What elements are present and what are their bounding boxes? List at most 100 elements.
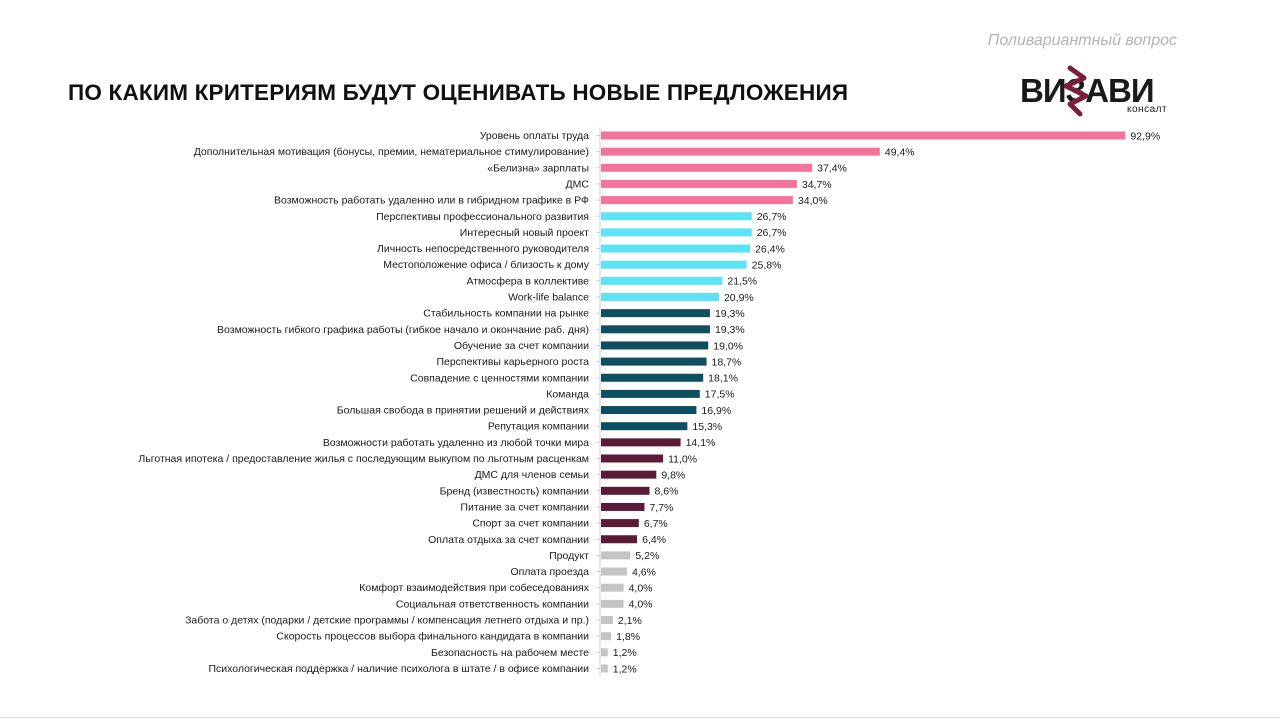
bar	[601, 583, 624, 592]
bar	[601, 163, 813, 172]
bar	[601, 599, 624, 608]
question-type-label: Поливариантный вопрос	[987, 32, 1177, 49]
value-label: 2,1%	[618, 615, 642, 627]
bar	[601, 260, 747, 269]
value-label: 9,8%	[661, 469, 685, 481]
value-label: 18,1%	[708, 373, 738, 385]
bar	[601, 389, 700, 398]
value-label: 25,8%	[752, 260, 782, 272]
bottom-divider	[0, 717, 1280, 718]
value-label: 4,6%	[632, 566, 656, 578]
value-label: 92,9%	[1130, 130, 1160, 142]
value-label: 1,8%	[616, 631, 640, 643]
bar	[601, 632, 612, 641]
category-label: Оплата проезда	[510, 566, 589, 578]
value-label: 6,4%	[642, 534, 666, 546]
bar	[601, 406, 697, 415]
value-label: 1,2%	[613, 663, 637, 675]
category-label: Продукт	[549, 550, 589, 562]
value-label: 37,4%	[817, 163, 847, 175]
category-label: Обучение за счет компании	[454, 340, 589, 352]
value-label: 26,7%	[757, 227, 787, 239]
value-label: 15,3%	[692, 421, 722, 433]
category-label: Уровень оплаты труда	[480, 130, 589, 142]
bar	[601, 147, 880, 156]
bar	[601, 341, 709, 350]
value-label: 7,7%	[649, 502, 673, 514]
logo-word: ВИЗАВИ	[1020, 72, 1155, 109]
category-label: Перспективы профессионального развития	[376, 211, 589, 223]
value-label: 17,5%	[705, 389, 735, 401]
bar	[601, 664, 608, 673]
category-label: Возможности работать удаленно из любой т…	[323, 437, 589, 449]
value-label: 19,3%	[715, 308, 745, 320]
bar	[601, 293, 719, 301]
bar	[601, 373, 704, 382]
bar	[601, 454, 664, 463]
logo-subtext: консалт	[1127, 104, 1168, 115]
value-label: 34,7%	[802, 179, 832, 191]
page-title: ПО КАКИМ КРИТЕРИЯМ БУДУТ ОЦЕНИВАТЬ НОВЫЕ…	[68, 80, 849, 105]
category-label: Оплата отдыха за счет компании	[428, 534, 589, 546]
bar	[601, 196, 793, 205]
bar	[601, 502, 645, 511]
value-label: 14,1%	[686, 437, 716, 449]
logo-mark-icon	[1063, 65, 1089, 117]
bar	[601, 244, 751, 253]
bar	[601, 648, 608, 657]
bar	[601, 535, 638, 544]
company-logo: ВИЗАВИ консалт	[1020, 64, 1180, 120]
category-label: Перспективы карьерного роста	[436, 356, 589, 368]
category-label: Дополнительная мотивация (бонусы, премии…	[194, 146, 589, 158]
category-label: Льготная ипотека / предоставление жилья …	[138, 453, 589, 465]
value-label: 49,4%	[885, 146, 915, 158]
value-label: 26,4%	[755, 243, 785, 255]
bar	[601, 438, 681, 447]
value-label: 6,7%	[644, 518, 668, 530]
value-label: 19,3%	[715, 324, 745, 336]
bar	[601, 212, 752, 221]
category-label: Возможность гибкого графика работы (гибк…	[217, 324, 589, 336]
category-label: Work-life balance	[508, 292, 589, 304]
value-label: 16,9%	[701, 405, 731, 417]
category-label: Интересный новый проект	[460, 227, 589, 239]
value-label: 19,0%	[713, 340, 743, 352]
category-label: Скорость процессов выбора финального кан…	[276, 631, 589, 643]
value-label: 4,0%	[629, 599, 653, 611]
category-label: Психологическая поддержка / наличие псих…	[208, 663, 589, 675]
category-label: ДМС для членов семьи	[475, 469, 590, 481]
category-label: Команда	[546, 388, 589, 400]
category-label: Местоположение офиса / близость к дому	[383, 259, 590, 271]
bar	[601, 228, 752, 237]
value-label: 8,6%	[655, 486, 679, 498]
category-label: ДМС	[566, 178, 590, 190]
bar	[601, 486, 650, 495]
value-label: 11,0%	[668, 453, 697, 465]
bar	[601, 519, 639, 528]
category-label: Бренд (известность) компании	[440, 485, 589, 497]
category-label: Спорт за счет компании	[472, 518, 589, 530]
category-label: Возможность работать удаленно или в гибр…	[274, 195, 589, 207]
value-label: 34,0%	[798, 195, 828, 207]
bar	[601, 567, 627, 576]
bar	[601, 325, 710, 334]
category-label: Социальная ответственность компании	[396, 598, 589, 610]
category-label: Большая свобода в принятии решений и дей…	[337, 405, 590, 417]
category-label: Репутация компании	[488, 421, 589, 433]
value-label: 5,2%	[635, 550, 659, 562]
bar	[601, 309, 710, 318]
category-label: Совпадение с ценностями компании	[410, 372, 589, 384]
category-label: Атмосфера в коллективе	[466, 275, 589, 287]
bar	[601, 551, 631, 560]
category-label: Комфорт взаимодействия при собеседования…	[359, 582, 589, 594]
value-label: 26,7%	[757, 211, 787, 223]
bar	[601, 276, 723, 285]
bar	[601, 131, 1126, 140]
value-label: 1,2%	[613, 647, 637, 659]
bar	[601, 179, 797, 188]
category-label: Личность непосредственного руководителя	[377, 243, 589, 255]
category-label: Питание за счет компании	[460, 501, 589, 513]
category-label: Стабильность компании на рынке	[423, 308, 589, 320]
value-label: 20,9%	[724, 292, 754, 304]
